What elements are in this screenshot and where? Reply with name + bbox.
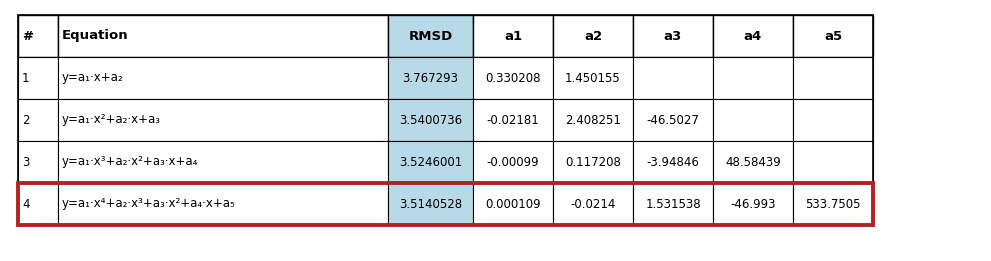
Bar [473, 141, 553, 183]
Text: 0.330208: 0.330208 [486, 72, 541, 85]
Text: 3.5140528: 3.5140528 [399, 198, 462, 211]
Bar [473, 183, 553, 225]
Bar [553, 141, 633, 183]
Bar [793, 99, 873, 141]
Text: y=a₁·x+a₂: y=a₁·x+a₂ [62, 72, 124, 85]
Bar [473, 15, 553, 57]
Bar [553, 15, 633, 57]
Text: 3: 3 [22, 156, 30, 169]
Bar [553, 57, 633, 99]
Bar [713, 183, 793, 225]
Bar [633, 99, 713, 141]
Bar [473, 57, 553, 99]
Bar [553, 183, 633, 225]
Bar [793, 141, 873, 183]
Bar [58, 183, 388, 225]
Text: 533.7505: 533.7505 [806, 198, 861, 211]
Bar [553, 99, 633, 141]
Bar [18, 15, 873, 225]
Bar [58, 57, 388, 99]
Bar [58, 99, 388, 141]
Text: 3.5246001: 3.5246001 [398, 156, 462, 169]
Text: -46.993: -46.993 [730, 198, 776, 211]
Bar [18, 183, 873, 225]
Bar [793, 15, 873, 57]
Bar [633, 15, 713, 57]
Text: -3.94846: -3.94846 [646, 156, 700, 169]
Bar [18, 183, 58, 225]
Text: -0.0214: -0.0214 [570, 198, 615, 211]
Text: y=a₁·x³+a₂·x²+a₃·x+a₄: y=a₁·x³+a₂·x²+a₃·x+a₄ [62, 156, 198, 169]
Text: a4: a4 [744, 29, 762, 43]
Bar [633, 141, 713, 183]
Bar [633, 57, 713, 99]
Bar [793, 57, 873, 99]
Text: -46.5027: -46.5027 [646, 114, 700, 127]
Text: y=a₁·x²+a₂·x+a₃: y=a₁·x²+a₂·x+a₃ [62, 114, 161, 127]
Text: 4: 4 [22, 198, 30, 211]
Text: a2: a2 [584, 29, 603, 43]
Bar [713, 141, 793, 183]
Bar [388, 183, 473, 225]
Text: Equation: Equation [62, 29, 129, 43]
Bar [473, 99, 553, 141]
Text: 1.531538: 1.531538 [645, 198, 701, 211]
Text: 48.58439: 48.58439 [725, 156, 781, 169]
Text: RMSD: RMSD [408, 29, 453, 43]
Bar [18, 99, 58, 141]
Text: 3.5400736: 3.5400736 [399, 114, 462, 127]
Bar [388, 15, 473, 57]
Text: 2.408251: 2.408251 [565, 114, 621, 127]
Bar [18, 15, 58, 57]
Text: 0.117208: 0.117208 [565, 156, 621, 169]
Bar [18, 57, 58, 99]
Text: 0.000109: 0.000109 [486, 198, 541, 211]
Bar [58, 15, 388, 57]
Bar [713, 15, 793, 57]
Bar [388, 57, 473, 99]
Bar [633, 183, 713, 225]
Text: a5: a5 [824, 29, 842, 43]
Bar [713, 99, 793, 141]
Text: a3: a3 [664, 29, 682, 43]
Text: -0.00099: -0.00099 [487, 156, 539, 169]
Text: 1: 1 [22, 72, 30, 85]
Text: a1: a1 [504, 29, 522, 43]
Bar [793, 183, 873, 225]
Text: 2: 2 [22, 114, 30, 127]
Bar [18, 141, 58, 183]
Text: -0.02181: -0.02181 [487, 114, 539, 127]
Bar [388, 141, 473, 183]
Text: 1.450155: 1.450155 [565, 72, 621, 85]
Bar [58, 141, 388, 183]
Text: 3.767293: 3.767293 [402, 72, 459, 85]
Text: #: # [22, 29, 33, 43]
Bar [713, 57, 793, 99]
Bar [388, 99, 473, 141]
Text: y=a₁·x⁴+a₂·x³+a₃·x²+a₄·x+a₅: y=a₁·x⁴+a₂·x³+a₃·x²+a₄·x+a₅ [62, 198, 236, 211]
